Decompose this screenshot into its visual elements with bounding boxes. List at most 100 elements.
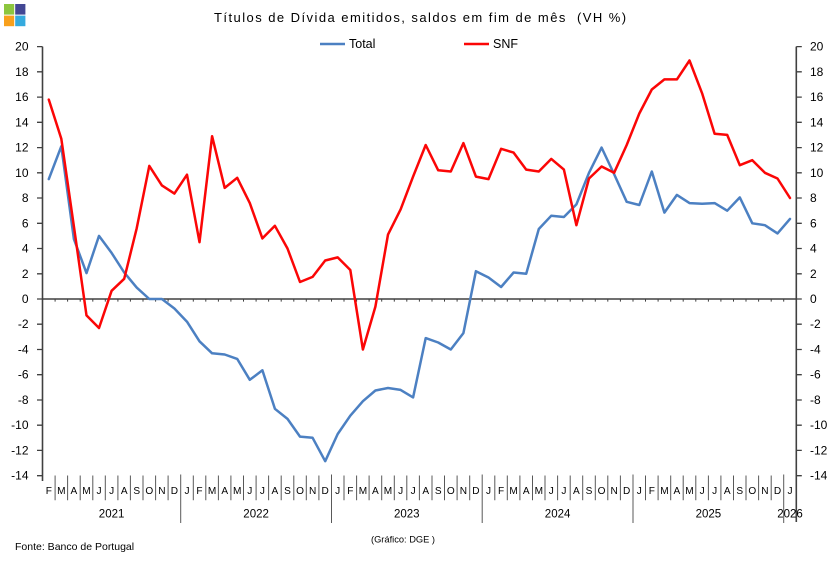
svg-text:A: A bbox=[121, 486, 128, 497]
svg-text:J: J bbox=[260, 486, 265, 497]
svg-text:2025: 2025 bbox=[696, 509, 722, 521]
svg-text:4: 4 bbox=[22, 242, 29, 256]
svg-text:A: A bbox=[724, 486, 731, 497]
svg-text:2022: 2022 bbox=[243, 509, 269, 521]
svg-text:A: A bbox=[71, 486, 78, 497]
svg-text:Fonte: Banco de Portugal: Fonte: Banco de Portugal bbox=[15, 541, 134, 553]
svg-text:J: J bbox=[411, 486, 416, 497]
svg-text:O: O bbox=[598, 486, 606, 497]
svg-text:J: J bbox=[486, 486, 491, 497]
svg-text:A: A bbox=[573, 486, 580, 497]
svg-text:-2: -2 bbox=[18, 317, 29, 331]
svg-text:J: J bbox=[96, 486, 101, 497]
svg-text:S: S bbox=[586, 486, 593, 497]
svg-text:10: 10 bbox=[15, 166, 29, 180]
svg-text:O: O bbox=[447, 486, 455, 497]
svg-text:M: M bbox=[359, 486, 367, 497]
svg-text:8: 8 bbox=[810, 191, 817, 205]
svg-text:N: N bbox=[309, 486, 316, 497]
svg-text:J: J bbox=[700, 486, 705, 497]
svg-text:2024: 2024 bbox=[545, 509, 571, 521]
svg-text:A: A bbox=[272, 486, 279, 497]
svg-text:N: N bbox=[761, 486, 768, 497]
svg-text:J: J bbox=[398, 486, 403, 497]
svg-text:16: 16 bbox=[15, 90, 29, 104]
svg-text:20: 20 bbox=[15, 40, 29, 54]
svg-text:2021: 2021 bbox=[99, 509, 125, 521]
svg-text:-2: -2 bbox=[810, 317, 821, 331]
svg-text:4: 4 bbox=[810, 242, 817, 256]
svg-text:-6: -6 bbox=[18, 368, 29, 382]
svg-text:-4: -4 bbox=[810, 343, 821, 357]
svg-text:F: F bbox=[347, 486, 353, 497]
svg-text:A: A bbox=[523, 486, 530, 497]
svg-text:16: 16 bbox=[810, 90, 824, 104]
svg-text:0: 0 bbox=[22, 292, 29, 306]
svg-text:F: F bbox=[46, 486, 52, 497]
svg-text:F: F bbox=[649, 486, 655, 497]
svg-text:N: N bbox=[610, 486, 617, 497]
svg-text:O: O bbox=[296, 486, 304, 497]
svg-text:-10: -10 bbox=[810, 418, 828, 432]
svg-text:J: J bbox=[787, 486, 792, 497]
svg-text:M: M bbox=[233, 486, 241, 497]
svg-text:SNF: SNF bbox=[493, 37, 518, 51]
svg-text:2: 2 bbox=[810, 267, 817, 281]
svg-text:8: 8 bbox=[22, 191, 29, 205]
svg-text:J: J bbox=[637, 486, 642, 497]
svg-text:-8: -8 bbox=[810, 393, 821, 407]
svg-text:20: 20 bbox=[810, 40, 824, 54]
svg-text:J: J bbox=[335, 486, 340, 497]
svg-text:D: D bbox=[322, 486, 329, 497]
svg-text:M: M bbox=[82, 486, 90, 497]
svg-text:O: O bbox=[145, 486, 153, 497]
svg-text:-6: -6 bbox=[810, 368, 821, 382]
svg-text:14: 14 bbox=[810, 115, 824, 129]
svg-text:J: J bbox=[561, 486, 566, 497]
svg-text:18: 18 bbox=[810, 65, 824, 79]
svg-text:M: M bbox=[208, 486, 216, 497]
svg-text:M: M bbox=[660, 486, 668, 497]
svg-text:J: J bbox=[712, 486, 717, 497]
svg-text:M: M bbox=[384, 486, 392, 497]
svg-text:6: 6 bbox=[22, 216, 29, 230]
svg-text:12: 12 bbox=[810, 141, 824, 155]
svg-text:S: S bbox=[284, 486, 291, 497]
svg-text:M: M bbox=[57, 486, 65, 497]
svg-text:-14: -14 bbox=[810, 469, 828, 483]
svg-text:S: S bbox=[736, 486, 743, 497]
svg-text:6: 6 bbox=[810, 216, 817, 230]
svg-text:D: D bbox=[774, 486, 781, 497]
svg-text:2026: 2026 bbox=[777, 509, 803, 521]
svg-text:M: M bbox=[685, 486, 693, 497]
svg-text:-12: -12 bbox=[11, 443, 29, 457]
svg-text:S: S bbox=[435, 486, 442, 497]
svg-text:D: D bbox=[472, 486, 479, 497]
svg-text:Total: Total bbox=[349, 37, 375, 51]
svg-text:2: 2 bbox=[22, 267, 29, 281]
svg-text:J: J bbox=[109, 486, 114, 497]
svg-text:A: A bbox=[674, 486, 681, 497]
svg-text:10: 10 bbox=[810, 166, 824, 180]
svg-text:-8: -8 bbox=[18, 393, 29, 407]
svg-text:F: F bbox=[196, 486, 202, 497]
svg-text:-12: -12 bbox=[810, 443, 828, 457]
svg-text:D: D bbox=[171, 486, 178, 497]
svg-text:F: F bbox=[498, 486, 504, 497]
svg-text:A: A bbox=[422, 486, 429, 497]
svg-text:D: D bbox=[623, 486, 630, 497]
svg-text:J: J bbox=[247, 486, 252, 497]
svg-text:M: M bbox=[535, 486, 543, 497]
svg-text:-14: -14 bbox=[11, 469, 29, 483]
svg-text:A: A bbox=[221, 486, 228, 497]
svg-text:M: M bbox=[509, 486, 517, 497]
svg-text:Títulos de Dívida emitidos, sa: Títulos de Dívida emitidos, saldos em fi… bbox=[214, 10, 628, 25]
svg-text:A: A bbox=[372, 486, 379, 497]
svg-text:18: 18 bbox=[15, 65, 29, 79]
svg-text:14: 14 bbox=[15, 115, 29, 129]
svg-text:N: N bbox=[158, 486, 165, 497]
svg-text:J: J bbox=[549, 486, 554, 497]
svg-text:0: 0 bbox=[810, 292, 817, 306]
svg-text:S: S bbox=[133, 486, 140, 497]
svg-text:O: O bbox=[748, 486, 756, 497]
